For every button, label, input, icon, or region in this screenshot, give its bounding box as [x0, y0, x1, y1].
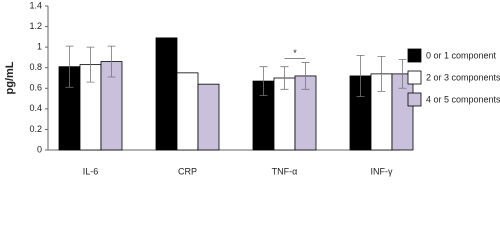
y-tick-label: 1 — [37, 42, 42, 52]
legend-label: 0 or 1 component — [426, 50, 497, 60]
legend-swatch — [407, 48, 422, 63]
legend-swatch — [407, 70, 422, 85]
y-tick-label: 0 — [37, 144, 42, 154]
y-tick-label: 0.2 — [29, 124, 42, 134]
legend-label: 4 or 5 components — [426, 94, 500, 104]
x-tick-label: IL-6 — [83, 166, 99, 176]
error-bar — [259, 66, 268, 96]
error-bar — [356, 54, 365, 97]
error-bar — [377, 56, 386, 92]
y-tick-label: 1.2 — [29, 21, 42, 31]
legend-swatch — [407, 92, 422, 107]
error-bar — [65, 45, 74, 88]
y-tick-label: 0.8 — [29, 62, 42, 72]
y-tick-label: 0.6 — [29, 83, 42, 93]
error-bar — [398, 59, 407, 89]
y-tick-label: 1.4 — [29, 0, 42, 10]
chart: pg/mL 0 0.2 0.4 0.6 0.8 1 1.2 1.4 IL-6 CRP TNF-α IN… — [4, 0, 500, 176]
error-bar — [280, 66, 289, 90]
y-tick-label: 0.4 — [29, 103, 42, 113]
x-tick-label: TNF-α — [272, 166, 298, 176]
error-bar — [86, 46, 95, 83]
y-axis-label: pg/mL — [4, 61, 16, 94]
bar — [197, 83, 220, 151]
error-bar — [301, 62, 310, 90]
x-tick-label: INF-γ — [371, 166, 393, 176]
bar — [155, 37, 178, 151]
bar — [176, 72, 199, 151]
annotation: * — [293, 48, 297, 58]
error-bar — [107, 45, 116, 78]
x-tick-label: CRP — [178, 166, 197, 176]
legend-label: 2 or 3 components — [426, 72, 500, 82]
